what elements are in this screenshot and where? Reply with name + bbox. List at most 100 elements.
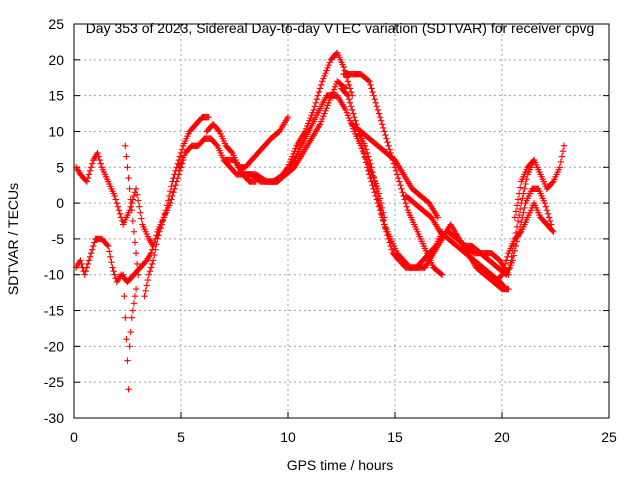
data-point — [172, 181, 179, 189]
y-tick-label: -20 — [44, 338, 64, 354]
data-point — [110, 267, 117, 275]
y-tick-label: -30 — [44, 410, 64, 426]
data-point — [127, 328, 134, 336]
data-point — [319, 78, 326, 85]
data-point — [366, 78, 373, 85]
data-point — [361, 142, 369, 149]
data-point — [103, 241, 111, 249]
data-point — [550, 228, 557, 235]
data-point — [91, 239, 98, 246]
data-point — [320, 113, 327, 120]
data-point — [367, 81, 374, 89]
data-point — [82, 267, 89, 275]
data-point — [402, 199, 409, 207]
data-point — [321, 72, 328, 80]
y-tick-label: 0 — [56, 195, 64, 211]
data-point — [126, 185, 133, 192]
data-point — [123, 153, 130, 160]
data-point — [375, 110, 383, 117]
data-point — [158, 221, 165, 228]
data-point — [162, 207, 170, 214]
data-point — [549, 179, 556, 186]
y-tick-label: -15 — [44, 303, 64, 319]
data-point — [500, 264, 508, 271]
data-point — [543, 207, 551, 214]
data-point — [560, 142, 568, 149]
data-point — [323, 104, 330, 112]
data-point — [378, 121, 386, 128]
data-point — [302, 125, 310, 132]
data-point — [516, 184, 524, 191]
data-point — [124, 357, 131, 364]
data-point — [509, 257, 516, 264]
data-point — [83, 178, 91, 185]
data-point — [502, 260, 509, 268]
data-point — [168, 196, 175, 203]
data-point — [213, 141, 220, 148]
data-point — [163, 202, 171, 209]
data-point — [511, 214, 519, 221]
data-point — [112, 196, 119, 203]
data-point — [374, 192, 382, 200]
data-point — [378, 211, 386, 219]
data-point — [105, 242, 112, 250]
data-point — [330, 86, 338, 93]
x-tick-label: 15 — [387, 429, 403, 445]
data-series — [349, 121, 441, 221]
data-point — [157, 224, 164, 232]
data-point — [323, 67, 330, 74]
data-point — [126, 343, 133, 350]
data-series — [72, 149, 157, 250]
data-point — [155, 232, 162, 239]
data-point — [511, 247, 519, 255]
data-point — [372, 183, 379, 190]
data-point — [549, 227, 556, 234]
data-point — [166, 192, 173, 200]
data-point — [176, 153, 184, 160]
data-point — [228, 148, 235, 155]
y-tick-label: -10 — [44, 267, 64, 283]
chart-title: Day 353 of 2023, Sidereal Day-to-day VTE… — [86, 20, 595, 36]
data-point — [127, 196, 134, 203]
data-point — [515, 211, 523, 219]
data-point — [156, 228, 163, 235]
data-point — [322, 107, 329, 115]
data-point — [85, 171, 93, 178]
data-series — [402, 192, 510, 293]
data-point — [130, 192, 138, 200]
data-point — [382, 131, 389, 139]
data-point — [169, 178, 176, 185]
data-point — [143, 282, 150, 289]
data-point — [369, 181, 376, 189]
data-point — [403, 203, 410, 210]
data-series — [141, 113, 213, 300]
data-point — [516, 205, 524, 213]
data-point — [132, 285, 140, 293]
data-point — [559, 147, 567, 155]
data-point — [310, 106, 317, 114]
data-point — [505, 285, 512, 293]
data-point — [347, 103, 355, 110]
data-point — [90, 242, 97, 250]
data-point — [343, 91, 351, 98]
data-point — [125, 174, 132, 182]
data-point — [312, 99, 320, 106]
data-point — [345, 96, 353, 103]
data-point — [377, 207, 385, 214]
data-point — [121, 293, 128, 300]
data-point — [324, 64, 331, 72]
data-point — [144, 276, 152, 284]
data-point — [321, 110, 328, 117]
data-point — [544, 210, 552, 218]
data-point — [205, 113, 213, 121]
data-point — [376, 202, 384, 209]
data-point — [84, 260, 92, 268]
data-point — [289, 153, 296, 160]
y-tick-label: -5 — [52, 231, 65, 247]
data-point — [375, 197, 383, 204]
data-point — [361, 154, 369, 161]
data-point — [132, 250, 140, 257]
data-point — [399, 189, 406, 196]
data-point — [151, 251, 158, 259]
data-point — [363, 149, 371, 157]
